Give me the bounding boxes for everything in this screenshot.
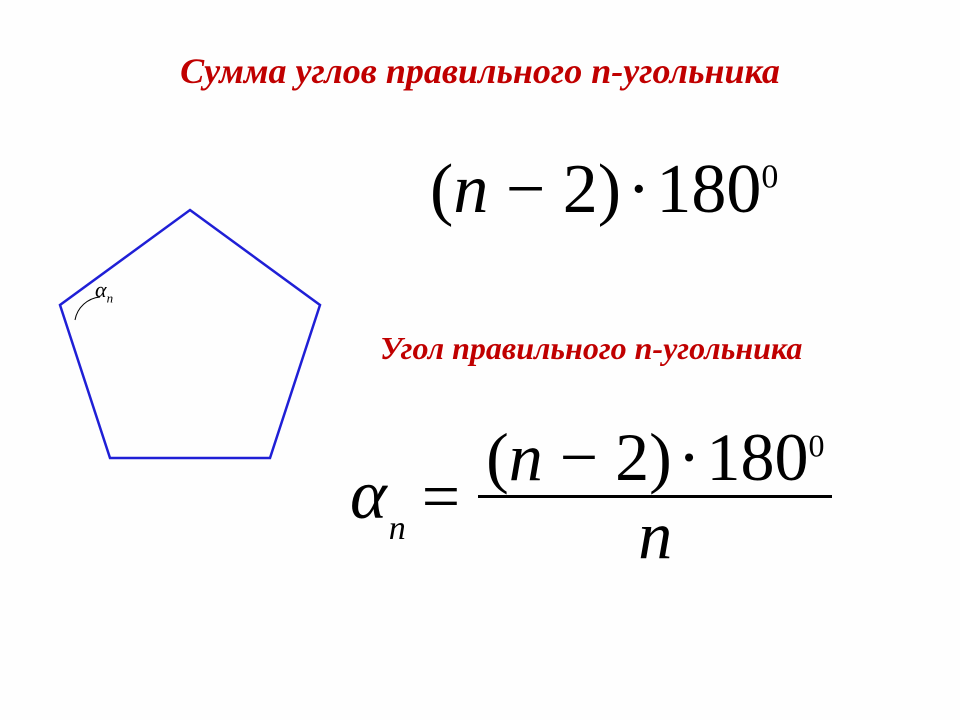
pentagon-figure: αn	[40, 190, 340, 490]
title-text-before: Сумма углов правильного	[180, 51, 591, 91]
num-var-n: n	[509, 419, 543, 495]
num-180: 180	[706, 419, 808, 495]
num-dot: ·	[672, 419, 707, 495]
slide-title: Сумма углов правильного n-угольника	[0, 50, 960, 92]
title-var-n: n	[591, 51, 611, 91]
sum-exp: 0	[761, 159, 778, 196]
sum-dot: ·	[621, 151, 656, 228]
formula-alpha-sub: n	[389, 510, 406, 548]
sum-minus: −	[488, 151, 562, 228]
angle-alpha: α	[95, 277, 107, 302]
angle-alpha-n: αn	[350, 456, 406, 536]
num-lparen: (	[486, 419, 509, 495]
formula-alpha: α	[350, 456, 387, 536]
subtitle-after: -угольника	[652, 330, 802, 366]
formula-fraction: (n − 2)·1800 n	[478, 420, 832, 573]
subtitle-before: Угол правильного	[380, 330, 635, 366]
sum-lparen: (	[430, 151, 453, 228]
sum-rparen: )	[598, 151, 621, 228]
formula-equals: =	[422, 457, 460, 536]
angle-label: αn	[95, 277, 113, 306]
fraction-numerator: (n − 2)·1800	[478, 420, 832, 495]
sum-var-n: n	[453, 151, 488, 228]
formula-sum-angles: (n − 2)·1800	[430, 150, 778, 230]
sum-180: 180	[656, 151, 761, 228]
formula-interior-angle: αn = (n − 2)·1800 n	[350, 420, 910, 573]
fraction-denominator: n	[630, 498, 680, 573]
num-rparen: )	[649, 419, 672, 495]
slide-subtitle: Угол правильного n-угольника	[380, 330, 802, 367]
num-exp: 0	[808, 427, 824, 463]
pentagon-svg	[40, 190, 340, 490]
sum-two: 2	[563, 151, 598, 228]
angle-sub: n	[107, 290, 114, 305]
subtitle-var-n: n	[635, 330, 653, 366]
title-text-after: -угольника	[611, 51, 780, 91]
pentagon-shape	[60, 210, 320, 458]
num-two: 2	[615, 419, 649, 495]
num-minus: −	[543, 419, 615, 495]
